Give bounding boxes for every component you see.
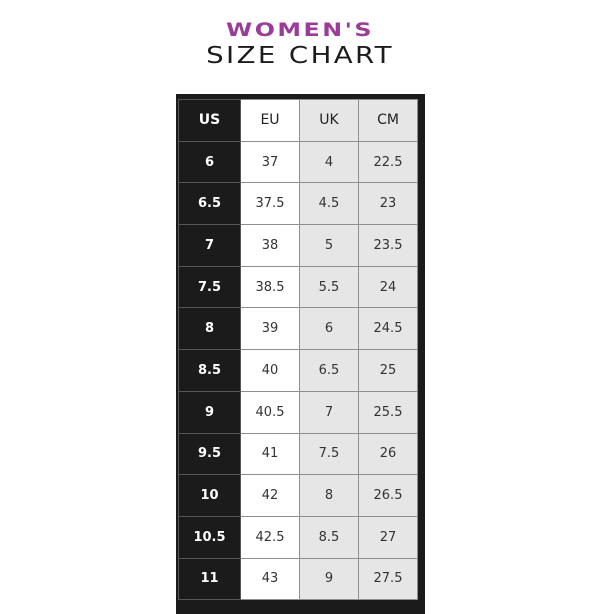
table-row: 10.5 42.5 8.5 27 <box>178 515 418 559</box>
table-row: 7.5 38.5 5.5 24 <box>178 265 418 309</box>
cell-uk: 7 <box>299 390 359 434</box>
table-row: 8.5 40 6.5 25 <box>178 349 418 392</box>
cell-cm: 25 <box>358 349 418 392</box>
cell-uk: 7.5 <box>299 432 359 476</box>
cell-eu: 38.5 <box>240 265 300 309</box>
table-row: 9 40.5 7 25.5 <box>178 390 418 434</box>
cell-us: 6 <box>178 140 241 184</box>
cell-us: 8 <box>178 307 241 351</box>
size-table: US EU UK CM 6 37 4 22.5 6.5 37.5 4.5 23 7 38 5 23.5… <box>178 99 418 601</box>
table-row: 10 42 8 26.5 <box>178 474 418 517</box>
table-row: 8 39 6 24.5 <box>178 307 418 351</box>
cell-uk: 8 <box>299 474 359 517</box>
cell-uk: 9 <box>299 557 359 601</box>
table-row: 6 37 4 22.5 <box>178 140 418 184</box>
cell-eu: 41 <box>240 432 300 476</box>
cell-cm: 24.5 <box>358 307 418 351</box>
cell-eu: 43 <box>240 557 300 601</box>
cell-us: 11 <box>178 557 241 601</box>
cell-eu: 42.5 <box>240 515 300 559</box>
title-womens: WOMEN'S <box>225 19 375 41</box>
cell-cm: 26.5 <box>358 474 418 517</box>
cell-us: 9 <box>178 390 241 434</box>
table-row: 9.5 41 7.5 26 <box>178 432 418 476</box>
cell-cm: 27 <box>358 515 418 559</box>
cell-uk: 5.5 <box>299 265 359 309</box>
cell-eu: 40.5 <box>240 390 300 434</box>
cell-us: 6.5 <box>178 182 241 226</box>
cell-eu: 37.5 <box>240 182 300 226</box>
cell-cm: 27.5 <box>358 557 418 601</box>
cell-us: 7.5 <box>178 265 241 309</box>
cell-us: 7 <box>178 224 241 267</box>
cell-eu: 42 <box>240 474 300 517</box>
table-row: 6.5 37.5 4.5 23 <box>178 182 418 226</box>
cell-uk: 8.5 <box>299 515 359 559</box>
cell-cm: 25.5 <box>358 390 418 434</box>
cell-uk: 4.5 <box>299 182 359 226</box>
table-row: 7 38 5 23.5 <box>178 224 418 267</box>
cell-eu: 40 <box>240 349 300 392</box>
cell-eu: 39 <box>240 307 300 351</box>
cell-us: 9.5 <box>178 432 241 476</box>
cell-uk: 4 <box>299 140 359 184</box>
table-header-row: US EU UK CM <box>178 99 418 142</box>
cell-uk: 6 <box>299 307 359 351</box>
header-cm: CM <box>358 99 418 142</box>
cell-us: 10 <box>178 474 241 517</box>
cell-cm: 22.5 <box>358 140 418 184</box>
cell-eu: 37 <box>240 140 300 184</box>
title-size-chart: SIZE CHART <box>206 43 394 69</box>
cell-us: 10.5 <box>178 515 241 559</box>
header-uk: UK <box>299 99 359 142</box>
cell-cm: 24 <box>358 265 418 309</box>
header-eu: EU <box>240 99 300 142</box>
cell-cm: 23.5 <box>358 224 418 267</box>
cell-cm: 26 <box>358 432 418 476</box>
header-us: US <box>178 99 241 142</box>
cell-us: 8.5 <box>178 349 241 392</box>
cell-eu: 38 <box>240 224 300 267</box>
table-row: 11 43 9 27.5 <box>178 557 418 601</box>
cell-uk: 6.5 <box>299 349 359 392</box>
cell-uk: 5 <box>299 224 359 267</box>
cell-cm: 23 <box>358 182 418 226</box>
